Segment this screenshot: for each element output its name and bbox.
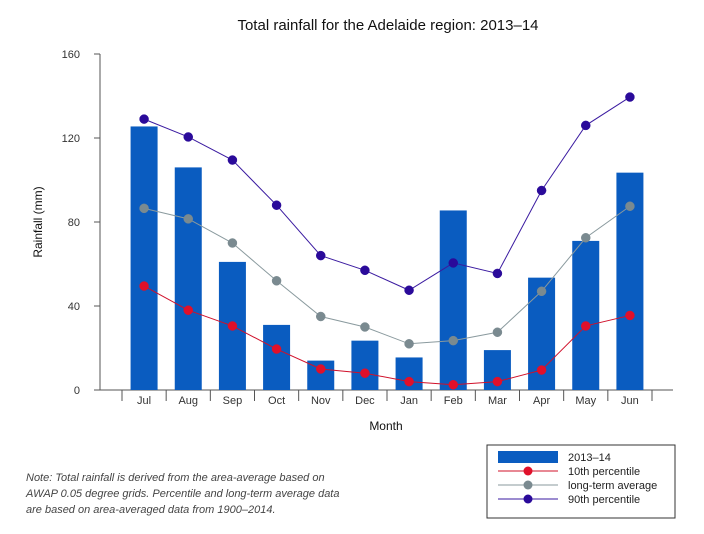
data-point xyxy=(360,265,370,276)
data-point xyxy=(271,276,282,286)
data-point xyxy=(316,311,326,322)
data-point xyxy=(625,92,635,102)
legend-swatch xyxy=(498,451,558,463)
footnote-line: AWAP 0.05 degree grids. Percentile and l… xyxy=(26,488,340,500)
data-point xyxy=(271,200,282,210)
data-point xyxy=(227,238,238,248)
bar xyxy=(263,324,291,390)
legend-marker xyxy=(523,494,533,504)
data-point xyxy=(227,155,238,165)
footnote-line: Note: Total rainfall is derived from the… xyxy=(26,472,325,484)
data-point xyxy=(404,376,414,387)
data-point xyxy=(448,258,458,268)
y-tick-label: 160 xyxy=(62,49,80,61)
data-point xyxy=(581,120,591,131)
legend-label: long-term average xyxy=(568,480,657,492)
y-tick-label: 0 xyxy=(74,385,80,397)
data-point xyxy=(492,376,503,387)
legend-marker xyxy=(523,466,533,476)
bar xyxy=(130,126,158,390)
x-tick-label: May xyxy=(575,395,596,407)
data-point xyxy=(625,310,635,321)
data-point xyxy=(183,305,193,315)
data-point xyxy=(404,339,414,349)
data-point xyxy=(536,365,547,375)
bar xyxy=(174,167,202,390)
data-point xyxy=(581,321,591,331)
data-point xyxy=(625,201,635,211)
series-line xyxy=(143,285,631,386)
data-point xyxy=(536,185,547,196)
chart-title: Total rainfall for the Adelaide region: … xyxy=(237,17,538,34)
data-point xyxy=(492,327,503,337)
y-tick-label: 80 xyxy=(68,217,80,229)
y-axis-label: Rainfall (mm) xyxy=(31,186,45,257)
x-tick-label: Nov xyxy=(311,395,331,407)
legend: 2013–14 10th percentile long-term average 9… xyxy=(486,444,676,519)
data-point xyxy=(183,214,193,224)
data-point xyxy=(448,335,458,346)
x-tick-label: Feb xyxy=(444,395,463,407)
data-point xyxy=(581,233,591,243)
legend-label: 90th percentile xyxy=(568,494,640,506)
x-tick-label: Oct xyxy=(268,395,285,407)
x-tick-label: Jul xyxy=(137,395,151,407)
data-point xyxy=(227,321,238,331)
x-tick-label: Jun xyxy=(621,395,639,407)
bar xyxy=(439,210,467,390)
x-tick-label: Jan xyxy=(400,395,418,407)
data-point xyxy=(536,286,547,297)
x-tick-label: Apr xyxy=(533,395,550,407)
x-tick-label: Aug xyxy=(178,395,198,407)
data-point xyxy=(360,368,370,378)
data-point xyxy=(360,322,370,332)
data-point xyxy=(139,203,149,214)
footnote: Note: Total rainfall is derived from the… xyxy=(26,470,386,518)
bar xyxy=(351,340,379,390)
data-point xyxy=(271,344,282,354)
legend-label: 2013–14 xyxy=(568,452,611,464)
y-tick-label: 120 xyxy=(62,133,80,145)
data-point xyxy=(492,268,503,279)
data-point xyxy=(448,380,458,390)
x-axis-label: Month xyxy=(369,419,402,433)
y-tick-label: 40 xyxy=(68,301,80,313)
x-tick-label: Mar xyxy=(488,395,507,407)
y-axis: 0 40 80 120 160 xyxy=(62,49,101,397)
legend-label: 10th percentile xyxy=(568,466,640,478)
data-point xyxy=(316,364,326,374)
line-series xyxy=(139,92,635,390)
footnote-line: are based on area-averaged data from 190… xyxy=(26,504,276,516)
data-point xyxy=(183,132,193,142)
data-point xyxy=(404,285,414,295)
series-line xyxy=(143,205,631,345)
data-point xyxy=(316,250,326,261)
x-axis: Jul Aug Sep Oct Nov Dec Jan Feb Mar Apr May Jun xyxy=(100,389,673,407)
legend-marker xyxy=(523,480,533,490)
bar xyxy=(572,240,600,390)
data-point xyxy=(139,114,149,124)
series-line xyxy=(143,96,631,291)
x-tick-label: Dec xyxy=(355,395,375,407)
x-tick-label: Sep xyxy=(223,395,243,407)
bar-series xyxy=(130,126,644,390)
data-point xyxy=(139,281,149,291)
